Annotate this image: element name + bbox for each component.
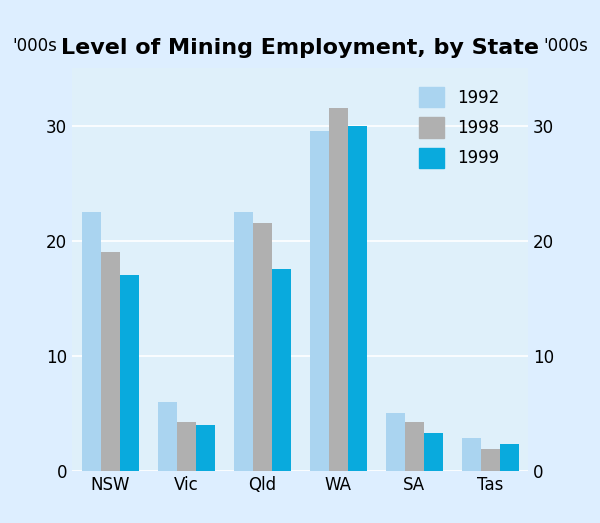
Bar: [329, 108, 347, 471]
Bar: [119, 275, 139, 471]
Bar: [499, 444, 518, 471]
Text: '000s: '000s: [12, 37, 57, 55]
Bar: [101, 252, 119, 471]
Bar: [157, 402, 176, 471]
Text: '000s: '000s: [543, 37, 588, 55]
Bar: [253, 223, 271, 471]
Title: Level of Mining Employment, by State: Level of Mining Employment, by State: [61, 38, 539, 58]
Bar: [196, 425, 215, 471]
Bar: [404, 423, 424, 471]
Bar: [481, 449, 499, 471]
Bar: [347, 126, 367, 471]
Bar: [233, 212, 253, 471]
Bar: [386, 413, 404, 471]
Bar: [82, 212, 101, 471]
Bar: [176, 423, 196, 471]
Bar: [424, 433, 443, 471]
Bar: [461, 438, 481, 471]
Bar: [271, 269, 290, 471]
Bar: [310, 131, 329, 471]
Legend: 1992, 1998, 1999: 1992, 1998, 1999: [412, 81, 506, 175]
